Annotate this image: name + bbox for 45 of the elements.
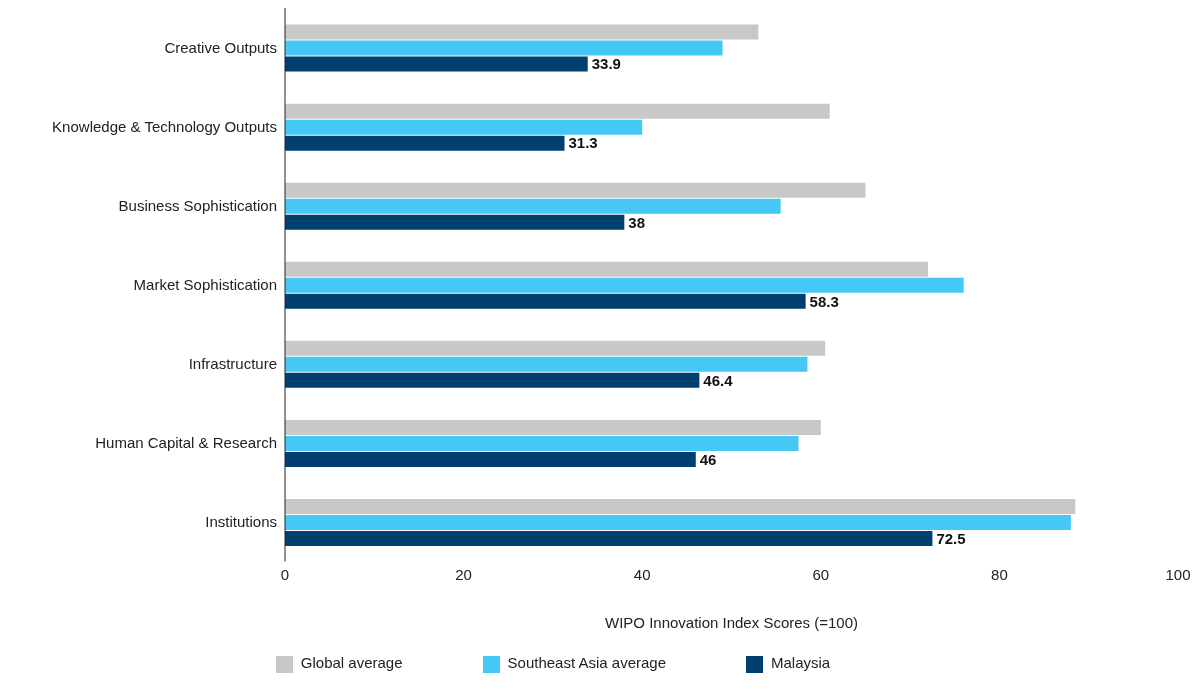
legend-label: Malaysia xyxy=(771,654,831,672)
bar xyxy=(285,214,625,230)
bar xyxy=(285,135,565,151)
bar xyxy=(285,56,588,72)
data-label: 72.5 xyxy=(936,529,966,547)
bar xyxy=(285,435,799,451)
legend-label: Global average xyxy=(300,654,403,672)
bar xyxy=(285,198,781,214)
bar xyxy=(285,499,1076,515)
y-tick-label: Business Sophistication xyxy=(118,196,277,214)
bar xyxy=(285,356,808,372)
x-tick-label: 60 xyxy=(812,566,830,584)
bar xyxy=(285,261,928,277)
bar xyxy=(285,119,643,135)
bar xyxy=(285,340,826,356)
data-label: 46 xyxy=(699,450,717,468)
y-tick-label: Institutions xyxy=(205,513,277,531)
x-axis-title: WIPO Innovation Index Scores (=100) xyxy=(604,614,859,632)
x-tick-label: 80 xyxy=(991,566,1008,584)
bar xyxy=(285,293,806,309)
legend-label: Southeast Asia average xyxy=(507,654,666,672)
bar xyxy=(285,24,759,40)
bar xyxy=(285,372,700,388)
bar xyxy=(285,277,964,293)
data-label: 33.9 xyxy=(591,55,621,73)
data-label: 58.3 xyxy=(809,292,839,310)
bar xyxy=(285,40,723,56)
y-tick-label: Infrastructure xyxy=(188,355,277,373)
bar xyxy=(285,182,866,198)
y-tick-label: Creative Outputs xyxy=(164,38,277,56)
y-tick-label: Human Capital & Research xyxy=(95,434,277,452)
y-tick-label: Market Sophistication xyxy=(133,276,277,294)
bar xyxy=(285,515,1071,531)
bar xyxy=(285,451,696,467)
x-tick-label: 20 xyxy=(455,566,472,584)
y-tick-label: Knowledge & Technology Outputs xyxy=(52,117,277,135)
data-label: 46.4 xyxy=(703,371,734,389)
bar xyxy=(285,531,933,547)
x-tick-label: 0 xyxy=(280,566,290,584)
data-label: 38 xyxy=(628,213,646,231)
x-tick-label: 40 xyxy=(633,566,651,584)
bar xyxy=(285,103,830,119)
bar xyxy=(285,419,821,435)
x-tick-label: 100 xyxy=(1165,566,1191,584)
data-label: 31.3 xyxy=(568,134,598,152)
